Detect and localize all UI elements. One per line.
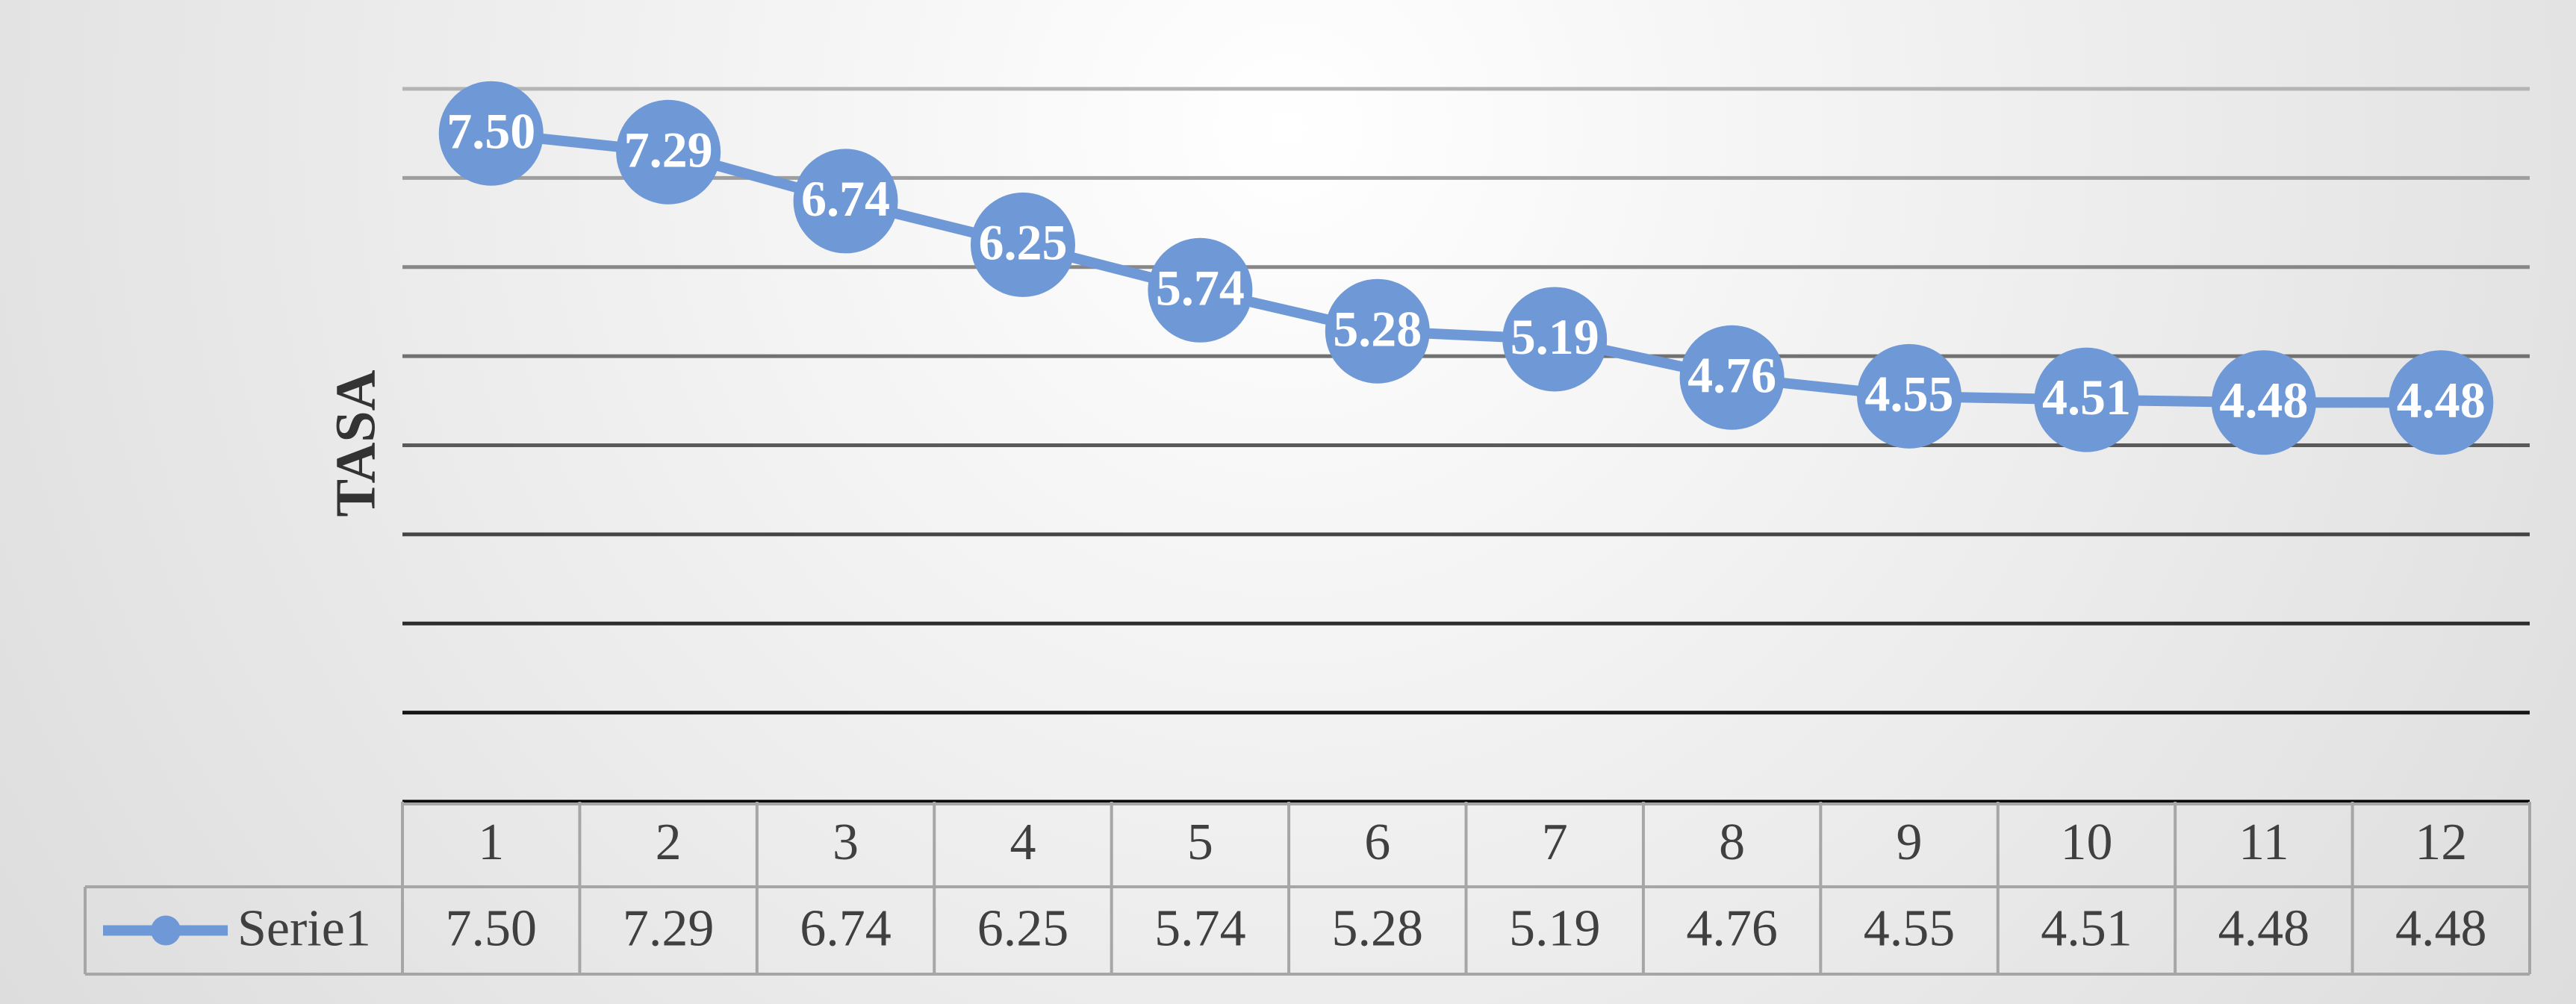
x-tick-label: 8 <box>1719 814 1745 871</box>
table-value: 4.48 <box>2218 900 2310 958</box>
table-value: 7.29 <box>623 900 715 958</box>
marker <box>1148 237 1253 343</box>
data-label: 7.29 <box>624 121 713 178</box>
x-tick-label: 5 <box>1187 814 1213 871</box>
marker <box>616 99 721 205</box>
x-tick-label: 12 <box>2415 814 2467 871</box>
marker <box>1679 325 1785 430</box>
table-value: 5.28 <box>1332 900 1424 958</box>
data-label: 5.74 <box>1156 259 1245 316</box>
marker <box>793 149 898 254</box>
data-label: 4.48 <box>2219 372 2308 428</box>
table-value: 7.50 <box>445 900 537 958</box>
table-value: 6.25 <box>977 900 1069 958</box>
data-label: 6.74 <box>801 170 890 227</box>
table-value: 4.48 <box>2395 900 2487 958</box>
legend-marker <box>151 915 181 946</box>
table-value: 4.55 <box>1864 900 1956 958</box>
marker <box>438 81 544 186</box>
x-tick-label: 9 <box>1897 814 1923 871</box>
marker <box>2034 347 2139 452</box>
x-tick-label: 7 <box>1542 814 1568 871</box>
x-tick-label: 2 <box>656 814 682 871</box>
marker <box>1502 287 1608 392</box>
table-value: 6.74 <box>800 900 892 958</box>
table-value: 4.76 <box>1686 900 1778 958</box>
x-tick-label: 1 <box>478 814 504 871</box>
data-label: 5.19 <box>1511 308 1599 365</box>
x-tick-label: 11 <box>2239 814 2289 871</box>
marker <box>970 192 1075 297</box>
table-value: 5.19 <box>1509 900 1601 958</box>
data-label: 4.55 <box>1865 365 1954 422</box>
data-label: 7.50 <box>447 102 535 159</box>
table-value: 4.51 <box>2041 900 2132 958</box>
data-label: 5.28 <box>1333 300 1422 357</box>
data-label: 4.48 <box>2397 372 2486 428</box>
x-tick-label: 3 <box>833 814 859 871</box>
data-label: 6.25 <box>978 214 1067 271</box>
marker <box>1857 343 1962 449</box>
x-tick-label: 6 <box>1364 814 1390 871</box>
legend-label: Serie1 <box>237 900 371 958</box>
x-tick-label: 4 <box>1009 814 1036 871</box>
x-tick-label: 10 <box>2060 814 2112 871</box>
marker <box>2389 350 2494 455</box>
data-label: 4.51 <box>2042 369 2131 425</box>
data-label: 4.76 <box>1687 346 1776 403</box>
y-axis-title: TASA <box>324 370 387 517</box>
marker <box>2211 350 2316 455</box>
marker <box>1325 278 1430 384</box>
table-value: 5.74 <box>1154 900 1246 958</box>
